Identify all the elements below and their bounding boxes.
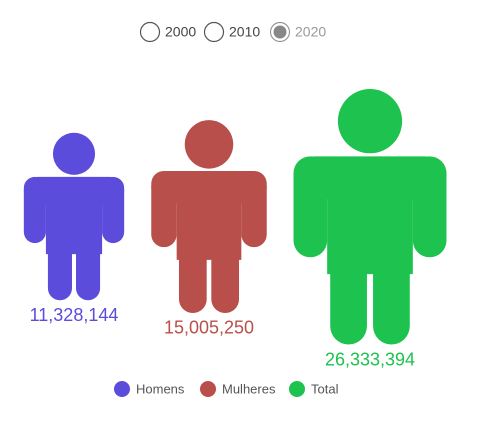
legend-label: Homens — [136, 381, 185, 396]
icon-arm — [102, 176, 125, 244]
icon-leg — [211, 228, 240, 313]
radio-button[interactable] — [203, 21, 225, 43]
icon-head — [52, 132, 96, 175]
radio-label[interactable]: 2020 — [295, 24, 326, 40]
icon-leg — [47, 227, 72, 301]
legend-label: Mulheres — [222, 381, 276, 396]
icon-arm — [151, 170, 177, 248]
value-label: 26,333,394 — [325, 349, 415, 369]
icon-arm — [293, 156, 328, 258]
radio-label[interactable]: 2000 — [165, 24, 196, 40]
legend-label: Total — [311, 381, 339, 396]
icon-leg — [330, 232, 367, 345]
person-icon — [23, 132, 125, 301]
radio-option[interactable]: 2000 — [139, 21, 197, 43]
legend-swatch — [114, 381, 130, 397]
icon-arm — [412, 156, 447, 258]
value-label: 15,005,250 — [164, 318, 254, 338]
radio-button[interactable] — [139, 21, 161, 43]
radio-option[interactable]: 2010 — [203, 21, 261, 43]
icon-head — [184, 120, 234, 169]
icon-head — [337, 89, 403, 154]
person-icon — [151, 120, 267, 313]
radio-dot — [273, 25, 287, 39]
icon-leg — [373, 232, 410, 345]
person-icon — [293, 89, 447, 345]
radio-label[interactable]: 2010 — [229, 24, 260, 40]
icon-arm — [241, 170, 267, 248]
radio-option[interactable]: 2020 — [269, 21, 327, 43]
icon-leg — [76, 227, 101, 301]
value-label: 11,328,144 — [30, 305, 119, 325]
icon-arm — [23, 176, 46, 244]
icon-leg — [178, 228, 207, 313]
legend-swatch — [289, 381, 305, 397]
legend-swatch — [200, 381, 216, 397]
